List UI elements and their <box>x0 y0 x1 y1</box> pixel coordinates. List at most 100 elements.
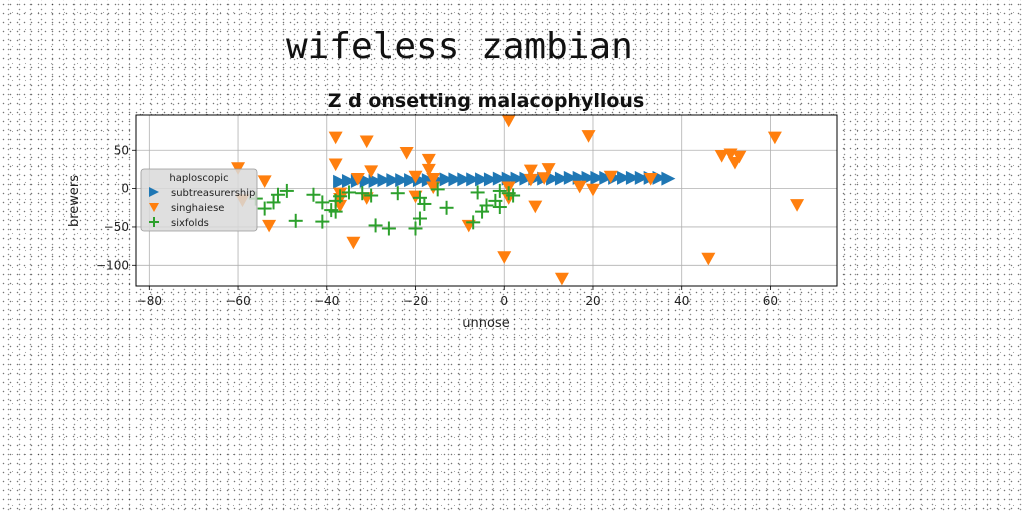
singhaiese-point <box>523 164 538 178</box>
subtreasurership-point <box>483 172 498 187</box>
subtreasurership-point <box>448 172 463 187</box>
singhaiese-point <box>585 183 600 197</box>
subtreasurership-point <box>333 174 348 189</box>
x-tick-label: 60 <box>763 294 778 308</box>
sixfolds-point <box>390 186 405 201</box>
singhaiese-point <box>581 130 596 143</box>
subtreasurership-point <box>554 171 569 186</box>
sixfolds-point <box>266 195 281 210</box>
subtreasurership-point <box>625 170 640 185</box>
sixfolds-point <box>439 200 454 215</box>
subtreasurership-point <box>475 172 490 187</box>
subtreasurership-point <box>457 172 472 187</box>
sixfolds-point <box>430 182 445 197</box>
sixfolds-point <box>257 201 272 216</box>
singhaiese-point <box>714 150 729 163</box>
sixfolds-point <box>288 213 303 228</box>
singhaiese-point <box>497 251 512 264</box>
singhaiese-point <box>399 146 414 160</box>
y-tick-label: −100 <box>96 258 129 272</box>
singhaiese-point <box>541 163 556 176</box>
subtreasurership-point <box>492 171 507 186</box>
sixfolds-point <box>368 218 383 233</box>
subtreasurership-point <box>617 170 632 185</box>
x-tick-label: 0 <box>500 294 508 308</box>
subtreasurership-point <box>386 173 401 188</box>
x-tick-label: −80 <box>137 294 162 308</box>
singhaiese-point <box>790 199 805 212</box>
singhaiese-point <box>262 219 277 233</box>
subtreasurership-point <box>590 170 605 185</box>
subtreasurership-point <box>377 173 392 188</box>
x-tick-label: −60 <box>225 294 250 308</box>
sixfolds-point <box>364 188 379 203</box>
sixfolds-point <box>341 185 356 200</box>
figure-title: wifeless zambian <box>286 26 633 67</box>
plot-frame <box>135 114 838 287</box>
y-tick-label: 0 <box>121 182 129 196</box>
subtreasurership-point <box>439 172 454 187</box>
subtreasurership-point <box>404 173 419 188</box>
x-tick-label: −20 <box>403 294 428 308</box>
sixfolds-point <box>466 215 481 230</box>
sixfolds-point <box>506 188 521 203</box>
subtreasurership-point <box>599 170 614 185</box>
subtreasurership-point <box>341 173 356 188</box>
singhaiese-point <box>643 173 658 186</box>
singhaiese-point <box>732 150 747 164</box>
singhaiese-point <box>359 135 374 149</box>
sixfolds-point <box>270 187 285 202</box>
singhaiese-point <box>421 163 436 177</box>
singhaiese-point <box>257 175 272 188</box>
singhaiese-point <box>554 272 569 286</box>
singhaiese-point <box>408 170 423 184</box>
y-tick-label: 50 <box>114 143 129 157</box>
sixfolds-point <box>315 214 330 229</box>
singhaiese-point <box>537 172 552 185</box>
subtreasurership-point <box>563 170 578 185</box>
axis-ticks: −80 −60 −40 −20 0 20 40 60 50 0 −50 −100 <box>96 143 778 308</box>
sixfolds-point <box>417 196 432 211</box>
sixfolds-point <box>328 204 343 219</box>
sixfolds-point <box>470 185 485 200</box>
sixfolds-point <box>412 211 427 226</box>
singhaiese-point <box>421 153 436 167</box>
legend-label: singhaiese <box>171 203 224 214</box>
sixfolds-point <box>355 186 370 201</box>
singhaiese-point <box>501 114 516 128</box>
singhaiese-point <box>523 173 538 187</box>
y-axis-label: brewers <box>67 175 82 227</box>
legend-label: subtreasurership <box>171 188 255 199</box>
sixfolds-point <box>333 189 348 204</box>
singhaiese-point <box>364 165 379 178</box>
subtreasurership-point <box>421 173 436 188</box>
singhaiese-point <box>426 173 441 186</box>
subtreasurership-point <box>634 170 649 185</box>
sixfolds-point <box>479 198 494 213</box>
legend-box <box>140 168 258 232</box>
singhaiese-point <box>328 131 343 145</box>
sixfolds-point <box>279 183 294 198</box>
legend: haploscopic subtreasurership singhaiese si… <box>140 168 258 232</box>
legend-marker-sixfolds <box>149 217 159 227</box>
singhaiese-point <box>346 236 361 250</box>
singhaiese-point <box>350 173 365 186</box>
sixfolds-point <box>492 183 507 198</box>
subtreasurership-point <box>466 172 481 187</box>
x-tick-label: 20 <box>585 294 600 308</box>
data-marks <box>231 114 805 286</box>
singhaiese-point <box>603 170 618 184</box>
x-tick-label: 40 <box>674 294 689 308</box>
singhaiese-point <box>572 180 587 194</box>
y-tick-label: −50 <box>104 220 129 234</box>
legend-marker-subtreasurership <box>149 187 159 197</box>
singhaiese-point <box>767 131 782 145</box>
legend-label: sixfolds <box>171 218 209 229</box>
subtreasurership-point <box>368 173 383 188</box>
singhaiese-point <box>328 158 343 172</box>
sixfolds-point <box>408 221 423 236</box>
sixfolds-point <box>306 187 321 202</box>
legend-title: haploscopic <box>169 173 228 184</box>
sixfolds-point <box>492 200 507 215</box>
